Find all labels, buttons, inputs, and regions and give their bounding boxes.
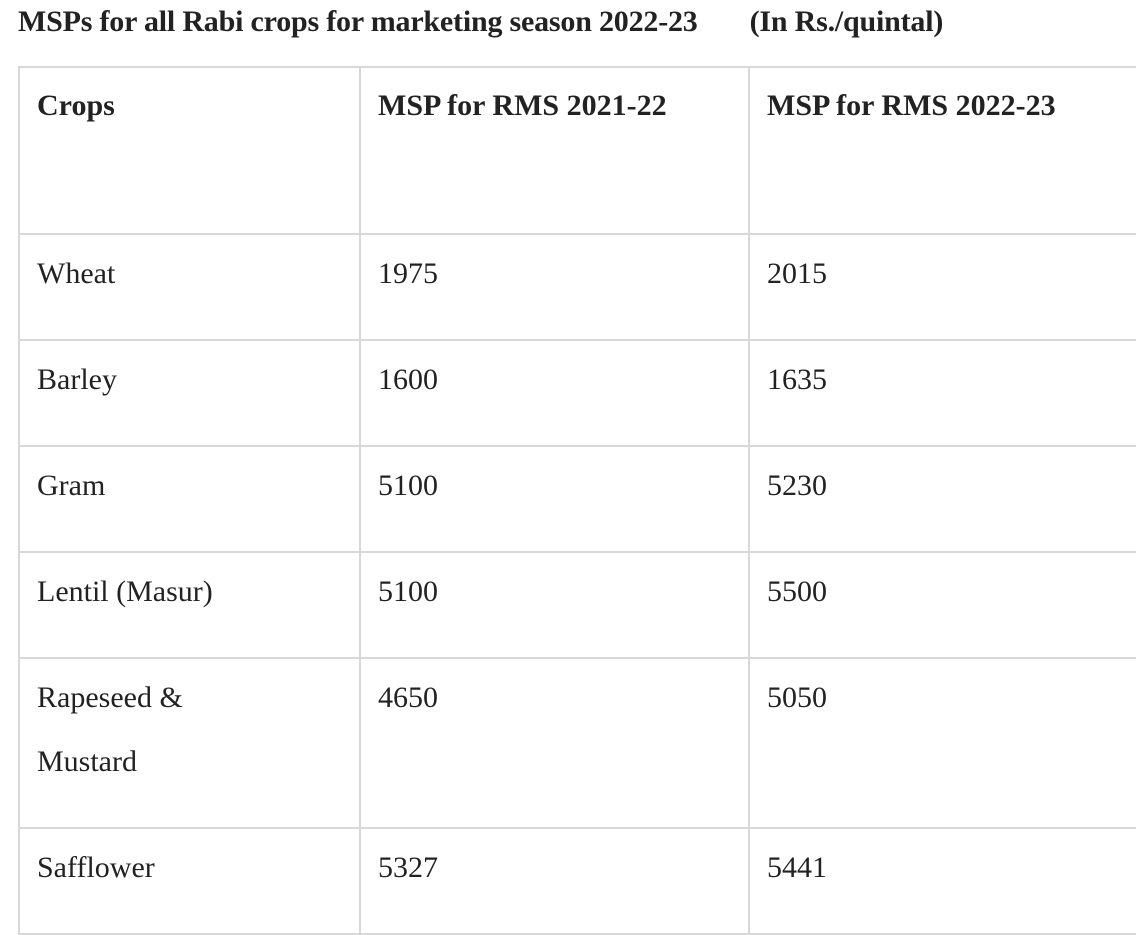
cell-msp-2022-23: 2015 (748, 233, 1136, 341)
table-header-row: Crops MSP for RMS 2021-22 MSP for RMS 20… (18, 66, 1136, 235)
cell-crop: Gram (18, 445, 361, 553)
cell-msp-2022-23: 5050 (748, 657, 1136, 829)
cell-crop: Wheat (18, 233, 361, 341)
title-text: MSPs for all Rabi crops for marketing se… (18, 5, 698, 38)
header-crops: Crops (18, 66, 361, 235)
cell-crop: Rapeseed & Mustard (18, 657, 361, 829)
cell-msp-2022-23: 5230 (748, 445, 1136, 553)
cell-crop: Safflower (18, 827, 361, 935)
header-msp-2022-23: MSP for RMS 2022-23 (748, 66, 1136, 235)
table-row: Wheat 1975 2015 (18, 233, 1136, 341)
cell-msp-2021-22: 4650 (359, 657, 750, 829)
cell-msp-2021-22: 5327 (359, 827, 750, 935)
cell-msp-2022-23: 5500 (748, 551, 1136, 659)
cell-msp-2022-23: 5441 (748, 827, 1136, 935)
table-row: Barley 1600 1635 (18, 339, 1136, 447)
header-msp-2021-22: MSP for RMS 2021-22 (359, 66, 750, 235)
table-row: Gram 5100 5230 (18, 445, 1136, 553)
cell-msp-2021-22: 5100 (359, 551, 750, 659)
unit-label: (In Rs./quintal) (749, 5, 944, 38)
page-title: MSPs for all Rabi crops for marketing se… (18, 2, 943, 42)
table-row: Lentil (Masur) 5100 5500 (18, 551, 1136, 659)
msp-table: Crops MSP for RMS 2021-22 MSP for RMS 20… (18, 66, 1136, 935)
table-row: Safflower 5327 5441 (18, 827, 1136, 935)
cell-msp-2021-22: 1975 (359, 233, 750, 341)
cell-crop: Lentil (Masur) (18, 551, 361, 659)
cell-crop: Barley (18, 339, 361, 447)
table-row: Rapeseed & Mustard 4650 5050 (18, 657, 1136, 829)
cell-msp-2021-22: 5100 (359, 445, 750, 553)
cell-msp-2022-23: 1635 (748, 339, 1136, 447)
cell-msp-2021-22: 1600 (359, 339, 750, 447)
